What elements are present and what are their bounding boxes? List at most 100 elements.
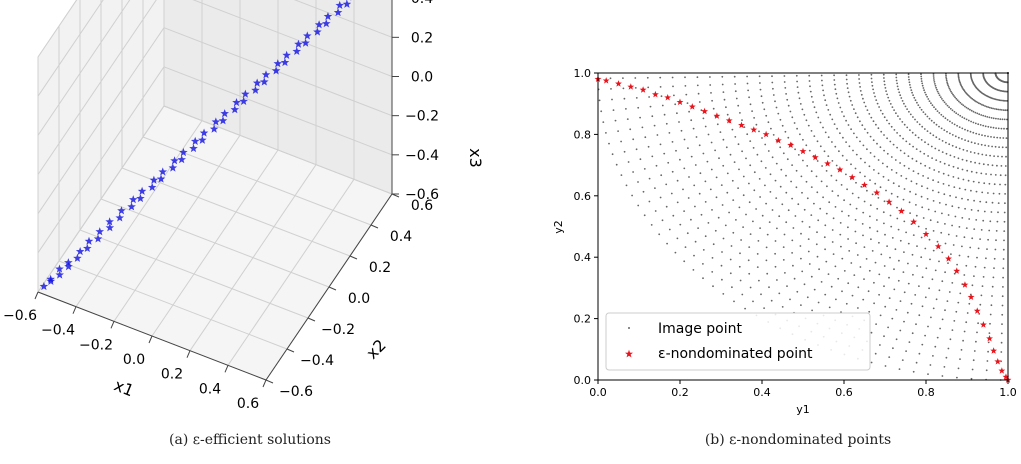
image-point [870,331,873,334]
image-point [659,76,662,79]
image-point [988,116,991,119]
image-point [780,168,783,171]
image-point [871,250,874,252]
image-point [968,218,971,220]
x3-tick-label: −0.6 [405,187,439,203]
image-point [997,108,1000,111]
image-point [769,173,772,176]
nondominated-point [787,141,795,149]
x2-tick-mark [328,286,337,291]
image-point [697,227,699,230]
image-point [919,162,922,165]
image-point [884,233,886,236]
image-point [942,172,945,175]
image-point [887,96,890,99]
image-point [876,142,878,145]
data-point [303,31,312,40]
image-point [819,207,822,210]
image-point [898,185,900,188]
image-point [721,251,723,253]
image-point [951,205,954,208]
image-point [973,275,975,277]
image-point [841,210,843,213]
image-point [946,300,949,302]
image-point [658,233,661,236]
image-point [947,347,950,350]
image-point [973,99,976,102]
image-point [683,260,686,263]
image-point [883,285,885,288]
image-point [988,332,991,334]
image-point [883,134,885,136]
data-point [239,96,248,105]
image-point [960,349,963,351]
image-point [941,318,944,321]
image-point [977,322,979,325]
nondominated-point [651,90,659,98]
image-point [726,113,729,116]
image-point [835,179,838,182]
image-point [878,273,881,276]
image-point [820,74,823,77]
image-point [735,97,738,100]
image-point [987,125,990,128]
image-point [678,121,680,123]
image-point [862,234,864,237]
nondominated-point [762,130,770,138]
image-point [927,177,929,180]
image-point [827,109,830,111]
x1-tick-label: −0.4 [41,323,75,339]
image-point [944,271,946,274]
image-point [971,368,974,371]
data-point [301,38,310,47]
image-point [688,110,690,113]
image-point [945,152,948,155]
data-point [252,78,262,87]
image-point [859,171,861,174]
nondominated-point [861,181,868,188]
image-point [991,145,993,148]
nondominated-point [994,357,1002,365]
image-point [753,117,755,119]
image-point [863,278,865,280]
image-point [983,266,986,269]
image-point [938,125,940,128]
image-point [912,234,915,237]
image-point [800,175,803,178]
image-point [933,81,936,83]
image-point [936,88,938,91]
image-point [759,227,761,230]
image-point [845,141,847,144]
image-point [984,115,987,118]
image-point [785,174,787,177]
image-point [816,140,819,143]
image-point [679,158,681,161]
image-point [813,106,816,109]
image-point [908,81,911,84]
image-point [957,367,960,370]
image-point [899,118,901,120]
image-point [806,296,809,299]
image-point [722,237,725,240]
image-point [883,222,885,225]
image-point [977,152,980,155]
image-point [921,125,924,128]
image-point [632,171,634,173]
image-point [766,272,769,275]
image-point [791,164,793,167]
image-point [949,120,951,123]
image-point [861,124,864,127]
image-point [998,192,1001,195]
image-point [796,86,799,88]
image-point [889,103,892,105]
image-point [778,292,781,295]
image-point [922,87,925,89]
data-point [335,0,345,10]
image-point [847,124,850,126]
image-point [903,102,905,105]
image-point [911,131,914,134]
image-point [924,164,927,167]
image-point [925,267,928,270]
image-point [901,121,904,123]
image-point [921,82,924,85]
